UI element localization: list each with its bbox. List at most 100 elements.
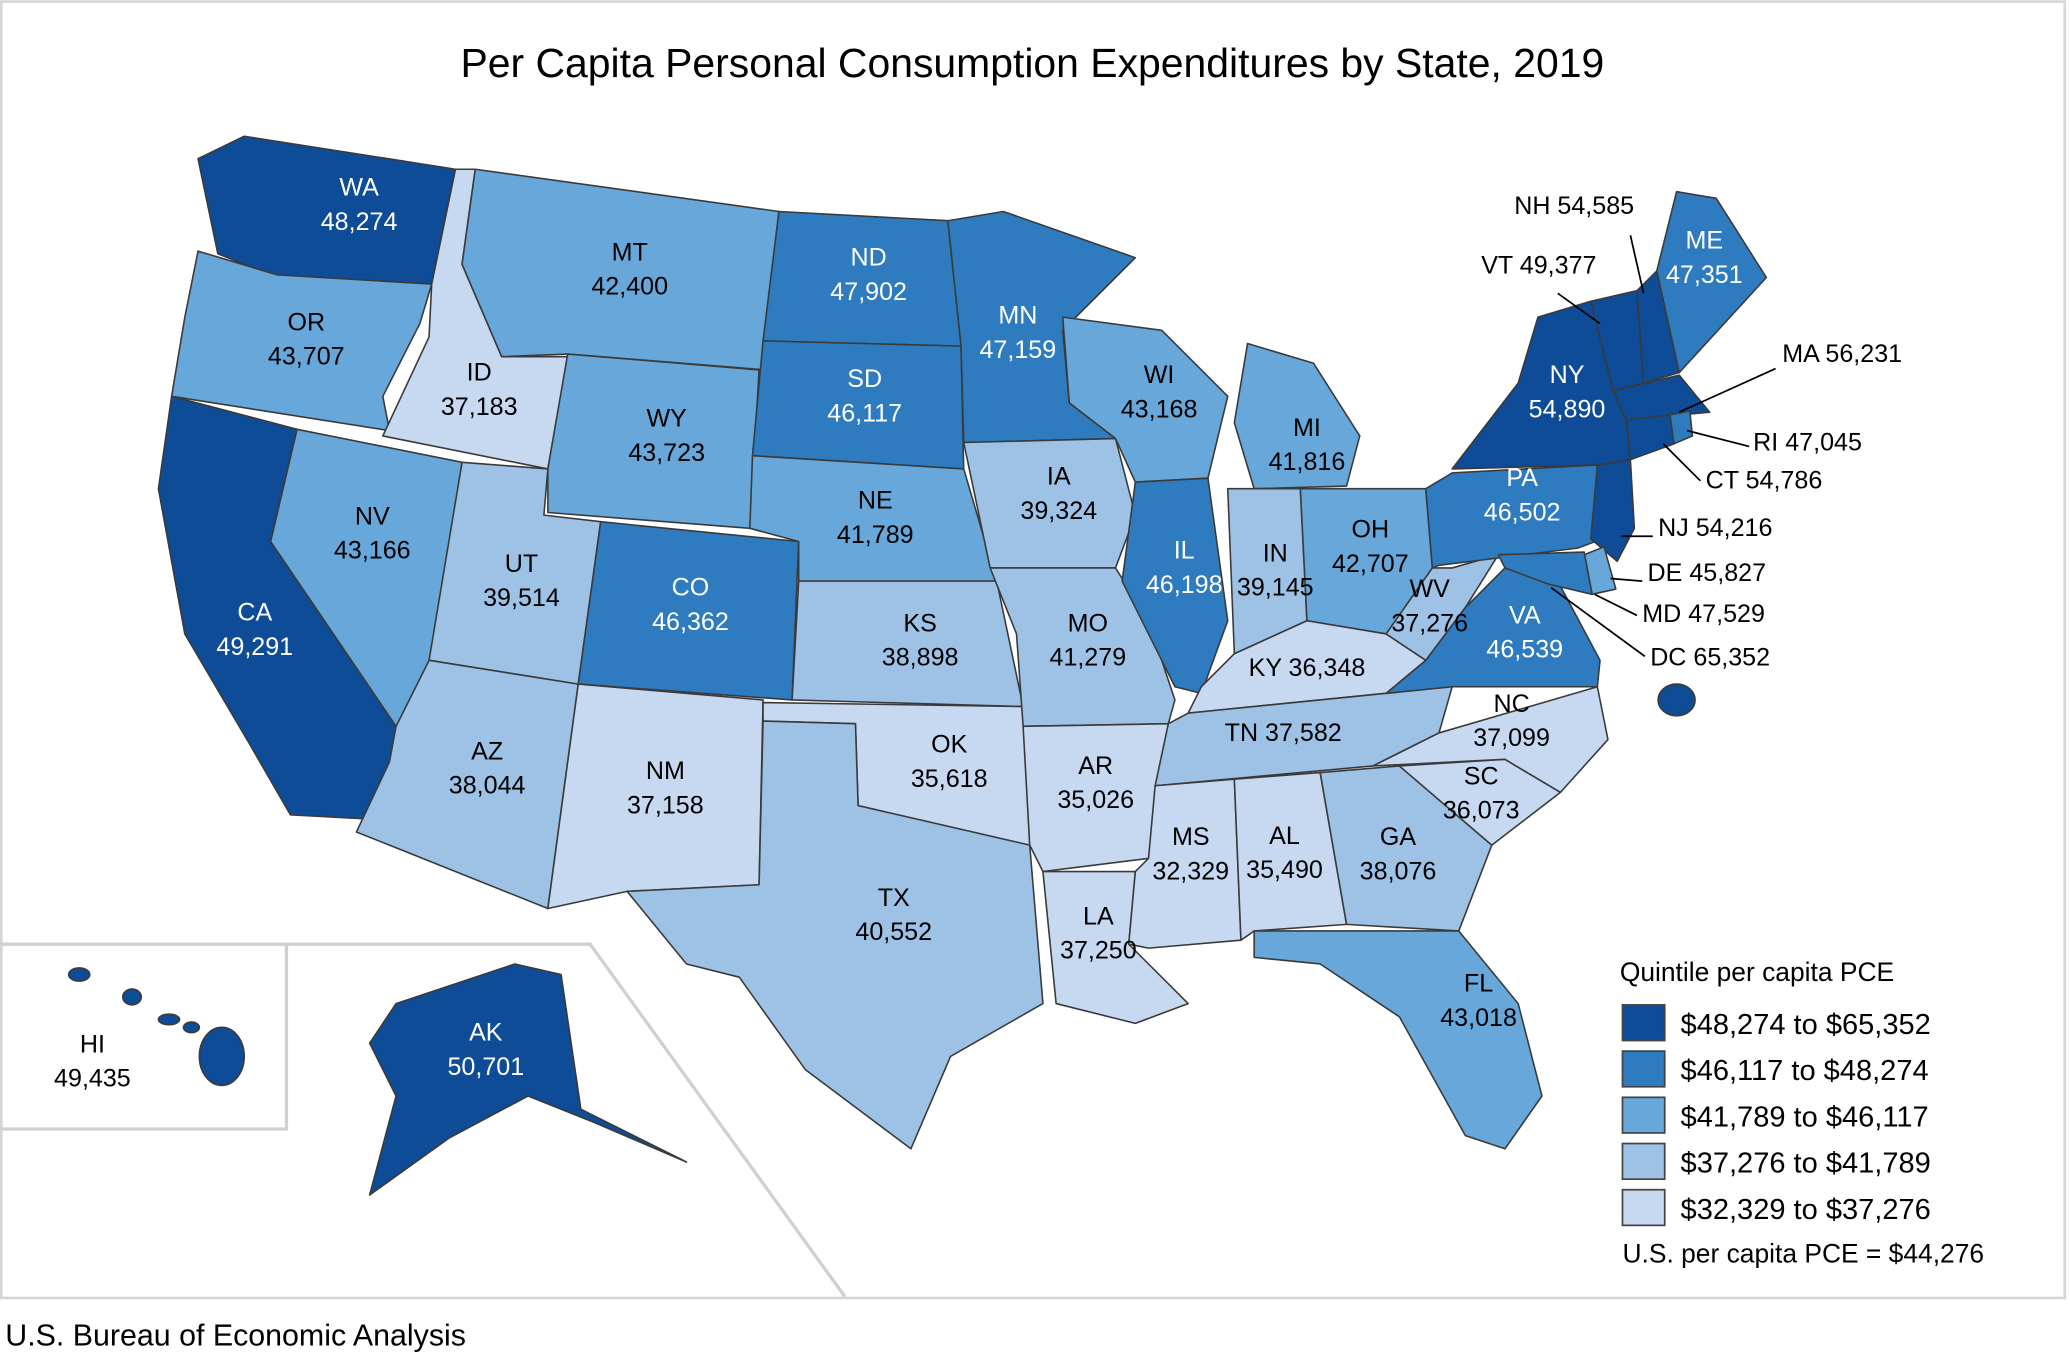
state-label-value: 37,250 [1060,937,1137,965]
legend-label: $37,276 to $41,789 [1681,1148,1931,1180]
state-callout-label: NJ 54,216 [1658,514,1772,542]
state-label-abbr: OK [931,731,968,759]
state-label-abbr: ID [467,358,492,386]
state-ar [1022,722,1170,873]
legend-title: Quintile per capita PCE [1620,957,1894,987]
state-label-value: 43,723 [628,439,705,467]
state-label-value: 35,490 [1246,856,1323,884]
state-label-abbr: WY [646,405,687,433]
state-nc [1372,685,1609,794]
state-label-value: 47,902 [830,278,907,306]
state-label-value: 37,099 [1473,724,1550,752]
state-wy [547,353,760,530]
legend-label: $48,274 to $65,352 [1681,1009,1931,1041]
state-label-abbr: FL [1464,970,1493,998]
state-callout-label: MA 56,231 [1782,340,1902,368]
state-label-abbr: CO [672,574,710,602]
state-label-abbr: OH [1352,516,1390,544]
state-labels: WA 48,274 OR 43,707 CA 49,291 ID 37,183 NV 43,166… [54,174,1902,1093]
state-label-abbr: HI [80,1030,105,1058]
leader-line [1678,367,1776,413]
state-label-value: 49,291 [216,633,293,661]
state-callout-label: MD 47,529 [1642,600,1765,628]
state-callout-label: DE 45,827 [1648,559,1767,587]
state-label-abbr: PA [1506,464,1538,492]
state-label-abbr: CA [237,599,272,627]
hawaii-inset-frame [0,942,289,1131]
state-fl [1253,930,1543,1150]
legend-label: $46,117 to $48,274 [1681,1055,1929,1087]
state-label-abbr: NE [858,487,893,515]
state-callout-label: RI 47,045 [1753,428,1862,456]
state-callout-label: DC 65,352 [1650,644,1770,672]
state-label-value: 39,324 [1020,497,1097,525]
leader-line [1594,593,1638,617]
state-label-abbr: ND [851,244,887,272]
state-label-value: 40,552 [855,918,932,946]
state-label-abbr: MT [612,238,648,266]
state-label-abbr: OR [287,308,325,336]
state-label-value: 46,539 [1486,636,1563,664]
state-ak [368,963,688,1196]
state-callout-label: CT 54,786 [1706,467,1823,495]
state-tx [626,720,1044,1150]
state-label-value: 37,158 [627,791,704,819]
legend-swatch-q3 [1621,1096,1666,1134]
state-label-abbr: NC [1493,690,1529,718]
state-label-value: 41,279 [1049,644,1126,672]
leader-line [1686,429,1750,448]
state-label-value: 36,073 [1443,797,1520,825]
state-label-abbr: AK [469,1019,503,1047]
state-ga [1319,765,1493,932]
state-label-abbr: WV [1410,575,1451,603]
state-label-abbr: SC [1464,762,1499,790]
state-label-value: 47,159 [979,336,1056,364]
state-label-abbr: NV [355,502,390,530]
state-label-value: 41,816 [1269,448,1346,476]
state-label-abbr: NY [1550,361,1585,389]
state-label-value: 35,618 [911,765,988,793]
state-label-value: 49,435 [54,1065,131,1093]
state-label-abbr: MI [1293,414,1321,442]
leader-line [1629,235,1645,294]
state-label-value: 42,400 [591,273,668,301]
state-label-abbr: MO [1068,609,1108,637]
state-callout-label: VT 49,377 [1481,252,1596,280]
state-label-abbr: UT [505,550,538,578]
state-label-value: 35,026 [1057,786,1134,814]
state-me [1656,190,1768,374]
legend-swatch-q4 [1621,1142,1666,1181]
state-or [170,250,433,432]
leader-line [1550,587,1646,658]
state-label-abbr: WA [339,174,379,202]
state-label-abbr: SD [847,365,882,393]
state-label-value: 43,707 [268,343,345,371]
state-label-abbr: AZ [471,737,503,765]
legend-swatch-q2 [1621,1050,1666,1088]
state-label-value: 39,145 [1237,574,1314,602]
leader-line [1557,292,1601,325]
state-label-value: 38,898 [882,644,959,672]
state-label-abbr: TX [878,884,910,912]
state-label-abbr: GA [1380,823,1417,851]
state-md [1497,551,1593,596]
state-dc [1657,683,1696,717]
state-label-value: 48,274 [321,208,398,236]
state-label-abbr: AL [1269,822,1300,850]
state-label-abbr: NM [646,757,685,785]
state-callout-label: NH 54,585 [1514,192,1634,220]
map-title: Per Capita Personal Consumption Expendit… [460,40,1604,86]
state-al [1233,771,1348,942]
us-average-note: U.S. per capita PCE = $44,276 [1622,1238,1984,1268]
state-label-abbr: LA [1083,902,1114,930]
state-label-value: 54,890 [1529,395,1606,423]
state-label-abbr: IN [1263,539,1288,567]
state-hi [67,967,246,1087]
state-label-value: 39,514 [483,584,560,612]
state-label-value: 43,166 [334,537,411,565]
leader-line [1662,443,1701,482]
legend-swatch-q5 [1621,1188,1666,1227]
legend: Quintile per capita PCE $48,274 to $65,3… [1620,957,1984,1268]
inset-frames [0,942,847,1298]
